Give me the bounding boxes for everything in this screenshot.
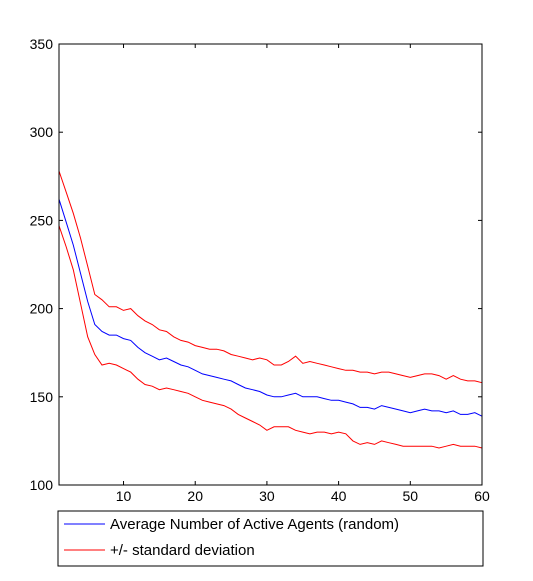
x-tick-label: 10 <box>116 488 132 504</box>
axes-box <box>58 43 483 486</box>
axis-tick-labels: 10 20 30 40 50 60 100 150 200 250 300 350 <box>30 36 490 504</box>
y-tick-label: 100 <box>30 477 54 493</box>
y-tick-label: 250 <box>30 212 54 228</box>
legend-label-std: +/- standard deviation <box>110 542 255 559</box>
y-tick-label: 300 <box>30 124 54 140</box>
x-tick-label: 30 <box>259 488 275 504</box>
series-line-0 <box>58 199 483 417</box>
legend-label-mean: Average Number of Active Agents (random) <box>110 516 399 533</box>
y-tick-label: 200 <box>30 301 54 317</box>
series-line-1 <box>58 170 483 384</box>
x-tick-label: 60 <box>474 488 490 504</box>
axis-ticks <box>59 43 483 486</box>
series-line-2 <box>58 225 483 449</box>
x-tick-label: 20 <box>187 488 203 504</box>
legend: Average Number of Active Agents (random)… <box>57 510 484 567</box>
plot-lines <box>58 170 483 449</box>
x-tick-label: 50 <box>403 488 419 504</box>
y-tick-label: 350 <box>30 36 54 52</box>
x-tick-label: 40 <box>331 488 347 504</box>
y-tick-label: 150 <box>30 389 54 405</box>
legend-box <box>57 510 484 567</box>
